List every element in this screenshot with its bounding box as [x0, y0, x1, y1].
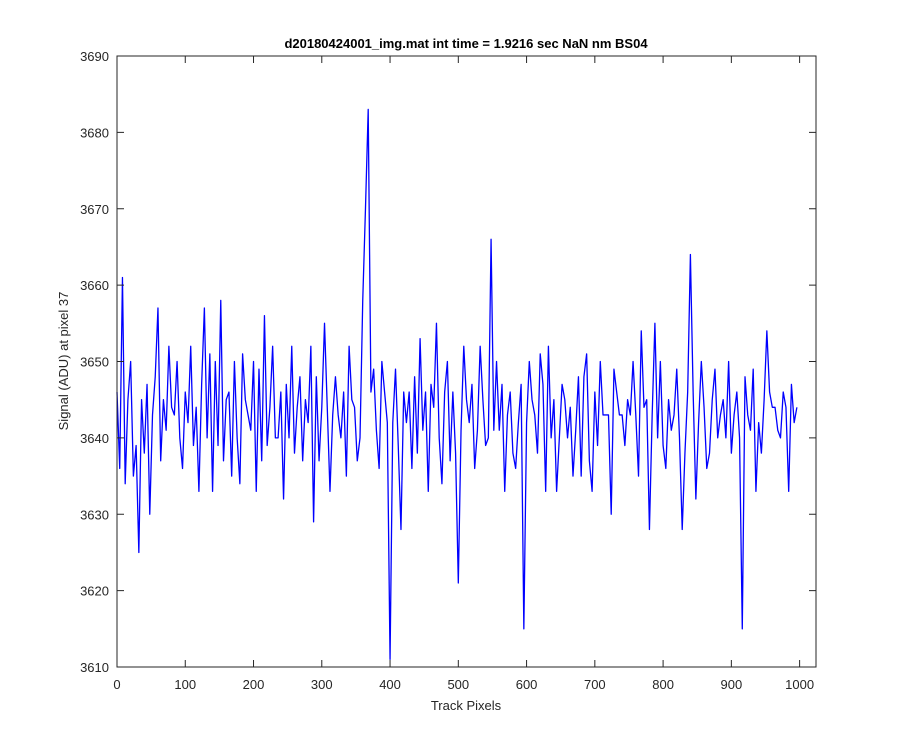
x-tick-label: 800 — [652, 677, 674, 692]
x-tick-label: 300 — [311, 677, 333, 692]
x-axis-label: Track Pixels — [431, 698, 502, 713]
y-tick-label: 3610 — [80, 660, 109, 675]
y-tick-label: 3680 — [80, 125, 109, 140]
y-axis-label: Signal (ADU) at pixel 37 — [56, 292, 71, 431]
axes-background — [117, 56, 816, 667]
x-tick-label: 700 — [584, 677, 606, 692]
y-tick-label: 3630 — [80, 507, 109, 522]
x-tick-label: 500 — [447, 677, 469, 692]
y-axis: 3610 3620 3630 3640 3650 3660 3670 3680 3690 — [80, 49, 816, 675]
chart-title: d20180424001_img.mat int time = 1.9216 s… — [284, 36, 648, 51]
y-tick-label: 3690 — [80, 49, 109, 64]
signal-series-line — [116, 108, 798, 661]
x-tick-label: 900 — [721, 677, 743, 692]
y-tick-label: 3660 — [80, 278, 109, 293]
y-tick-label: 3650 — [80, 355, 109, 370]
x-axis: 0 100 200 300 400 500 600 700 800 900 1000 — [113, 56, 814, 692]
x-tick-label: 200 — [243, 677, 265, 692]
x-tick-label: 400 — [379, 677, 401, 692]
x-tick-label: 1000 — [785, 677, 814, 692]
y-tick-label: 3620 — [80, 584, 109, 599]
x-tick-label: 0 — [113, 677, 120, 692]
y-tick-label: 3640 — [80, 431, 109, 446]
series-layer — [116, 108, 798, 661]
x-tick-label: 600 — [516, 677, 538, 692]
y-tick-label: 3670 — [80, 202, 109, 217]
x-tick-label: 100 — [174, 677, 196, 692]
